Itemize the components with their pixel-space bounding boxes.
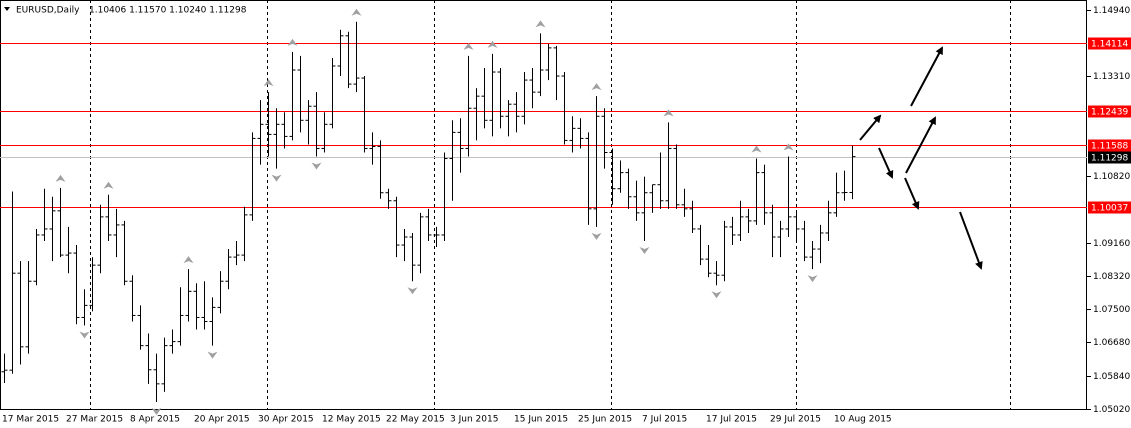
x-tick-label: 3 Jun 2015 [450, 415, 498, 425]
fractal-up [183, 256, 194, 264]
fractal-up [287, 38, 298, 46]
bars [1, 8, 856, 415]
fractal-up [487, 40, 498, 48]
level-box [1088, 37, 1131, 50]
period-separators [90, 0, 1011, 410]
x-tick-label: 30 Apr 2015 [258, 415, 314, 425]
x-tick-label: 22 May 2015 [386, 415, 445, 425]
y-tick-label: 1.10820 [1093, 172, 1130, 182]
fractal-down [207, 351, 218, 359]
plot-frame [0, 0, 1087, 410]
y-tick-label: 1.05840 [1093, 372, 1130, 382]
x-tick-label: 20 Apr 2015 [194, 415, 250, 425]
x-tick-label: 12 May 2015 [322, 415, 381, 425]
level-label: 1.11588 [1091, 142, 1128, 152]
menu-triangle [4, 7, 10, 11]
x-tick-label: 17 Mar 2015 [2, 415, 59, 425]
level-box [1088, 201, 1131, 214]
fractal-up [591, 83, 602, 91]
fractal-up [663, 109, 674, 117]
fractal-up [103, 181, 114, 189]
level-label: 1.10037 [1091, 204, 1128, 214]
last-price-box [1088, 151, 1131, 164]
last-price-label: 1.11298 [1091, 154, 1128, 164]
fractal-down [639, 247, 650, 255]
y-tick-label: 1.14940 [1093, 6, 1130, 16]
y-tick-label: 1.06680 [1093, 338, 1130, 348]
fractal-down [311, 162, 322, 170]
fractal-down [151, 407, 162, 415]
y-tick-label: 1.05020 [1093, 405, 1130, 415]
fractal-down [711, 291, 722, 299]
fractal-down [79, 331, 90, 339]
fractal-up [263, 79, 274, 87]
x-tick-label: 10 Aug 2015 [834, 415, 892, 425]
chart-title: EURUSD,Daily [16, 6, 80, 16]
x-tick-label: 15 Jun 2015 [514, 415, 568, 425]
fractal-up [751, 145, 762, 153]
y-tick-label: 1.09160 [1093, 239, 1130, 249]
chart-subtitle: 1.10406 1.11570 1.10240 1.11298 [89, 6, 247, 16]
levels [0, 43, 1087, 208]
level-label: 1.12439 [1091, 108, 1128, 118]
fractal-down [591, 232, 602, 240]
fractal-down [271, 174, 282, 182]
x-tick-label: 27 Mar 2015 [66, 415, 123, 425]
fractal-down [407, 287, 418, 295]
fractal-up [55, 174, 66, 182]
x-tick-label: 7 Jul 2015 [642, 415, 687, 425]
x-tick-label: 8 Apr 2015 [130, 415, 180, 425]
fractal-down [807, 275, 818, 283]
fractal-up [783, 143, 794, 151]
y-tick-label: 1.07500 [1093, 305, 1130, 315]
fractal-up [351, 8, 362, 16]
axes: 1.14940 1.13310 1.10820 1.09160 1.08320 1.075… [2, 6, 1131, 425]
y-tick-label: 1.13310 [1093, 72, 1130, 82]
level-label: 1.14114 [1091, 40, 1128, 50]
fractal-up [463, 42, 474, 50]
level-box [1088, 105, 1131, 118]
level-box [1088, 139, 1131, 152]
x-tick-label: 17 Jul 2015 [706, 415, 757, 425]
x-tick-label: 25 Jun 2015 [578, 415, 632, 425]
forecast-arrows [859, 46, 983, 270]
fractal-up [535, 20, 546, 28]
y-tick-label: 1.08320 [1093, 272, 1130, 282]
x-tick-label: 29 Jul 2015 [770, 415, 821, 425]
